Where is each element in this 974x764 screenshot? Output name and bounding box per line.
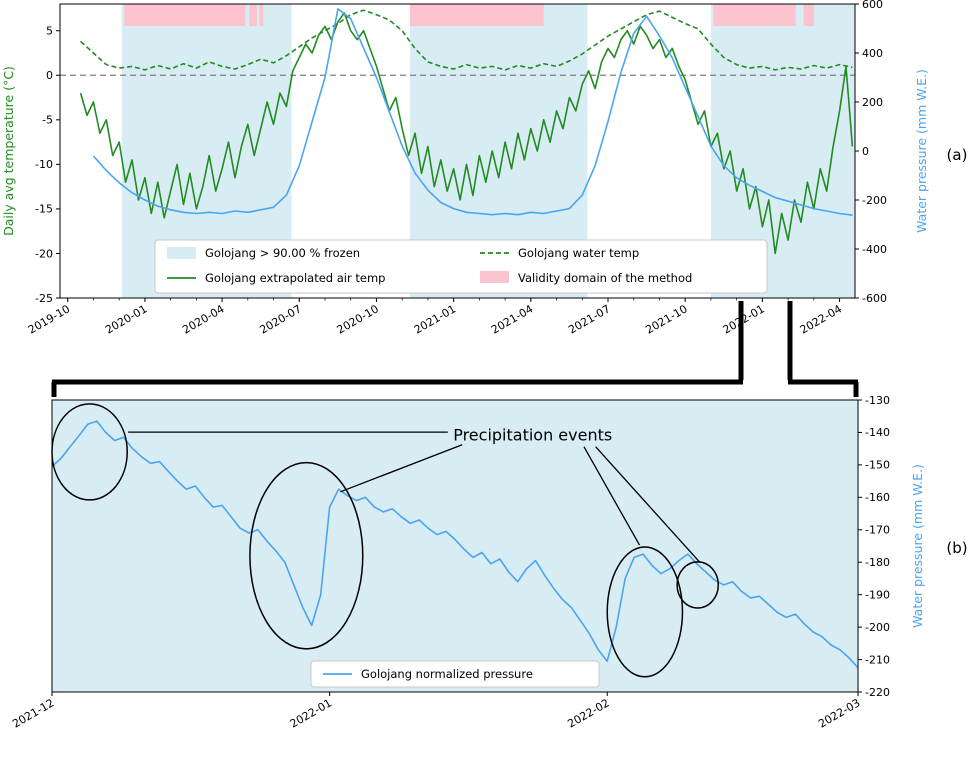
x-tick-label: 2020-07 <box>257 302 303 336</box>
panel-a-legend: Golojang > 90.00 % frozen Golojang extra… <box>154 239 768 294</box>
precipitation-event-ellipse <box>249 461 364 650</box>
y-tick-label-right: -200 <box>865 621 890 634</box>
annotation-leader-line <box>340 444 463 493</box>
x-tick-label: 2022-04 <box>798 302 844 336</box>
frozen-patch-swatch <box>167 247 196 259</box>
y-tick-label-left: -5 <box>42 114 53 127</box>
y-tick-label-right: -210 <box>865 653 890 666</box>
water-pressure-line <box>92 8 853 216</box>
panel-b-background <box>52 400 858 692</box>
x-tick-label: 2021-12 <box>10 696 56 730</box>
legend-frame <box>310 660 600 688</box>
x-tick-label: 2021-01 <box>412 302 458 336</box>
x-tick-label: 2022-01 <box>721 302 767 336</box>
panel-b-legend: Golojang normalized pressure <box>310 660 600 688</box>
x-tick-label: 2021-10 <box>643 302 689 336</box>
validity-domain-region <box>259 4 264 26</box>
x-tick-label: 2019-10 <box>26 302 72 336</box>
y-tick-label-right: -170 <box>865 524 890 537</box>
zoom-bracket <box>51 301 859 397</box>
panel-b-tag: (b) <box>946 539 967 557</box>
y-tick-label-right: 0 <box>862 145 869 158</box>
air-temp-line <box>79 12 854 255</box>
annotation-leader-line <box>583 446 641 546</box>
validity-patch-swatch <box>480 271 509 283</box>
legend-frame <box>154 239 768 294</box>
x-tick-label: 2022-03 <box>816 696 862 730</box>
panel-a-right-axis-label: Water pressure (mm W.E.) <box>914 69 929 233</box>
y-tick-label-right: -400 <box>862 243 887 256</box>
legend-label-frozen: Golojang > 90.00 % frozen <box>205 246 360 260</box>
x-tick-label: 2021-07 <box>566 302 612 336</box>
legend-label-air-temp: Golojang extrapolated air temp <box>205 271 385 285</box>
y-tick-label-left: -15 <box>35 203 53 216</box>
precipitation-event-ellipse <box>676 561 720 609</box>
x-tick-label: 2020-04 <box>180 302 226 336</box>
validity-domain-region <box>124 4 246 26</box>
annotation-leader-line <box>595 446 700 563</box>
y-tick-label-right: 600 <box>862 0 883 11</box>
y-tick-label-left: 0 <box>46 69 53 82</box>
precipitation-event-ellipse <box>606 546 684 678</box>
y-tick-label-right: 200 <box>862 96 883 109</box>
y-tick-label-right: -140 <box>865 426 890 439</box>
x-tick-label: 2020-10 <box>335 302 381 336</box>
panel-b-right-axis-label: Water pressure (mm W.E.) <box>910 464 925 628</box>
y-tick-label-right: -190 <box>865 588 890 601</box>
panel-b-border <box>51 399 859 693</box>
validity-domain-region <box>249 4 257 26</box>
y-tick-label-left: -20 <box>35 247 53 260</box>
water-temp-line <box>80 9 853 71</box>
validity-domain-region <box>713 4 796 26</box>
legend-label-validity: Validity domain of the method <box>518 271 692 285</box>
y-tick-label-left: -10 <box>35 158 53 171</box>
y-tick-label-right: -220 <box>865 686 890 699</box>
y-tick-label-left: -25 <box>35 292 53 305</box>
y-tick-label-right: -180 <box>865 556 890 569</box>
y-tick-label-right: -200 <box>862 194 887 207</box>
y-tick-label-right: -130 <box>865 394 890 407</box>
x-tick-label: 2020-01 <box>103 302 149 336</box>
precipitation-events-label: Precipitation events <box>453 426 612 445</box>
legend-label-water-temp: Golojang water temp <box>518 246 639 260</box>
panel-a-tag: (a) <box>947 146 968 164</box>
y-tick-label-right: -160 <box>865 491 890 504</box>
validity-domain-region <box>409 4 544 26</box>
x-tick-label: 2022-02 <box>565 696 611 730</box>
y-tick-label-left: 5 <box>46 25 53 38</box>
y-tick-label-right: -600 <box>862 292 887 305</box>
x-tick-label: 2022-01 <box>288 696 334 730</box>
normalized-pressure-line <box>51 420 859 669</box>
validity-domain-region <box>803 4 814 26</box>
legend-label-normalized-pressure: Golojang normalized pressure <box>361 667 533 681</box>
y-tick-label-right: 400 <box>862 47 883 60</box>
y-tick-label-right: -150 <box>865 459 890 472</box>
panel-a-left-axis-label: Daily avg temperature (°C) <box>1 66 16 236</box>
x-tick-label: 2021-04 <box>489 302 535 336</box>
